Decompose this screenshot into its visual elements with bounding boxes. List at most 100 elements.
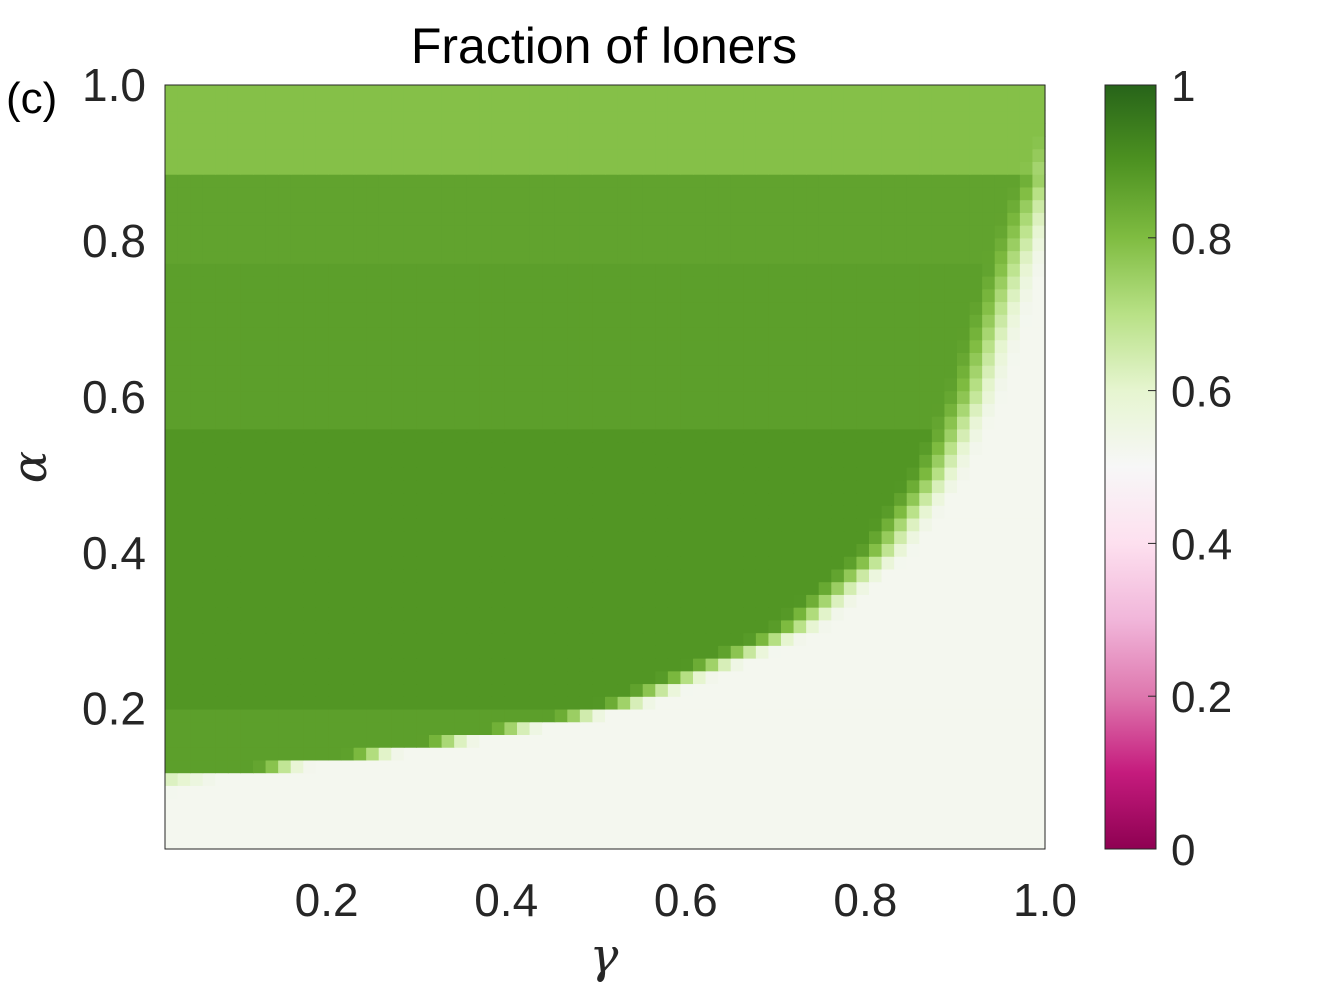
heatmap-cell [793, 288, 807, 303]
heatmap-cell [793, 645, 807, 659]
heatmap-cell [818, 428, 832, 443]
heatmap-cell [479, 97, 493, 112]
heatmap-cell [378, 517, 392, 532]
heatmap-cell [843, 658, 858, 672]
heatmap-cell [253, 530, 267, 544]
heatmap-cell [454, 352, 468, 366]
heatmap-cell [227, 670, 242, 685]
heatmap-cell [542, 759, 556, 774]
heatmap-cell [454, 645, 468, 659]
heatmap-cell [944, 161, 958, 175]
heatmap-cell [1032, 759, 1046, 774]
heatmap-cell [353, 632, 367, 646]
heatmap-cell [982, 225, 996, 239]
heatmap-cell [366, 377, 380, 392]
heatmap-cell [1019, 619, 1034, 634]
heatmap-cell [869, 467, 883, 481]
heatmap-cell [517, 836, 531, 850]
heatmap-cell [554, 174, 568, 188]
heatmap-cell [982, 645, 996, 659]
heatmap-cell [818, 645, 832, 659]
heatmap-cell [190, 135, 204, 150]
heatmap-cell [818, 377, 832, 392]
heatmap-cell [429, 517, 443, 532]
heatmap-cell [429, 798, 443, 812]
heatmap-cell [454, 212, 468, 226]
heatmap-cell [793, 810, 807, 825]
heatmap-cell [215, 326, 229, 341]
heatmap-cell [491, 97, 506, 112]
heatmap-cell [303, 683, 317, 697]
heatmap-cell [969, 326, 983, 341]
heatmap-cell [755, 148, 770, 162]
heatmap-cell [554, 594, 568, 608]
heatmap-cell [743, 416, 757, 430]
heatmap-cell [341, 135, 355, 150]
heatmap-cell [781, 759, 795, 774]
heatmap-cell [554, 314, 568, 328]
x-tick-label: 0.2 [295, 874, 359, 926]
heatmap-cell [441, 186, 455, 201]
heatmap-cell [554, 85, 568, 99]
heatmap-cell [667, 250, 682, 264]
heatmap-cell [378, 479, 392, 494]
heatmap-cell [177, 632, 191, 646]
heatmap-cell [315, 441, 330, 455]
heatmap-cell [403, 798, 418, 812]
heatmap-cell [718, 505, 732, 519]
heatmap-cell [227, 645, 242, 659]
heatmap-cell [957, 759, 971, 774]
heatmap-cell [894, 632, 908, 646]
heatmap-cell [617, 288, 631, 303]
heatmap-cell [554, 135, 568, 150]
heatmap-cell [517, 365, 531, 379]
heatmap-cell [202, 492, 216, 506]
heatmap-cell [341, 288, 355, 303]
heatmap-cell [743, 97, 757, 112]
heatmap-cell [718, 594, 732, 608]
heatmap-cell [957, 823, 971, 837]
heatmap-cell [994, 97, 1008, 112]
heatmap-cell [202, 467, 216, 481]
heatmap-cell [429, 365, 443, 379]
heatmap-cell [567, 492, 581, 506]
heatmap-cell [1007, 645, 1021, 659]
heatmap-cell [818, 607, 832, 621]
heatmap-cell [441, 734, 455, 748]
heatmap-cell [567, 174, 581, 188]
heatmap-cell [177, 454, 191, 468]
heatmap-cell [818, 747, 832, 761]
heatmap-cell [793, 556, 807, 570]
heatmap-cell [391, 492, 405, 506]
heatmap-cell [491, 505, 506, 519]
heatmap-cell [894, 619, 908, 634]
heatmap-cell [328, 759, 342, 774]
heatmap-cell [517, 161, 531, 175]
heatmap-cell [542, 339, 556, 353]
heatmap-cell [190, 568, 204, 583]
heatmap-cell [982, 772, 996, 786]
heatmap-cell [240, 123, 254, 137]
heatmap-cell [403, 148, 418, 162]
heatmap-cell [655, 199, 669, 213]
heatmap-cell [491, 785, 506, 799]
colorbar-tick-label: 0.6 [1171, 368, 1232, 417]
heatmap-cell [944, 428, 958, 443]
heatmap-cell [655, 479, 669, 494]
heatmap-cell [441, 517, 455, 532]
heatmap-cell [227, 135, 242, 150]
heatmap-cell [994, 658, 1008, 672]
heatmap-cell [177, 148, 191, 162]
heatmap-cell [466, 416, 480, 430]
heatmap-cell [491, 199, 506, 213]
heatmap-cell [290, 785, 304, 799]
heatmap-cell [642, 454, 656, 468]
heatmap-cell [466, 250, 480, 264]
heatmap-cell [567, 85, 581, 99]
heatmap-cell [454, 225, 468, 239]
heatmap-cell [567, 772, 581, 786]
y-tick-label: 0.6 [82, 371, 146, 423]
heatmap-cell [253, 441, 267, 455]
heatmap-cell [529, 492, 543, 506]
heatmap-cell [869, 581, 883, 595]
